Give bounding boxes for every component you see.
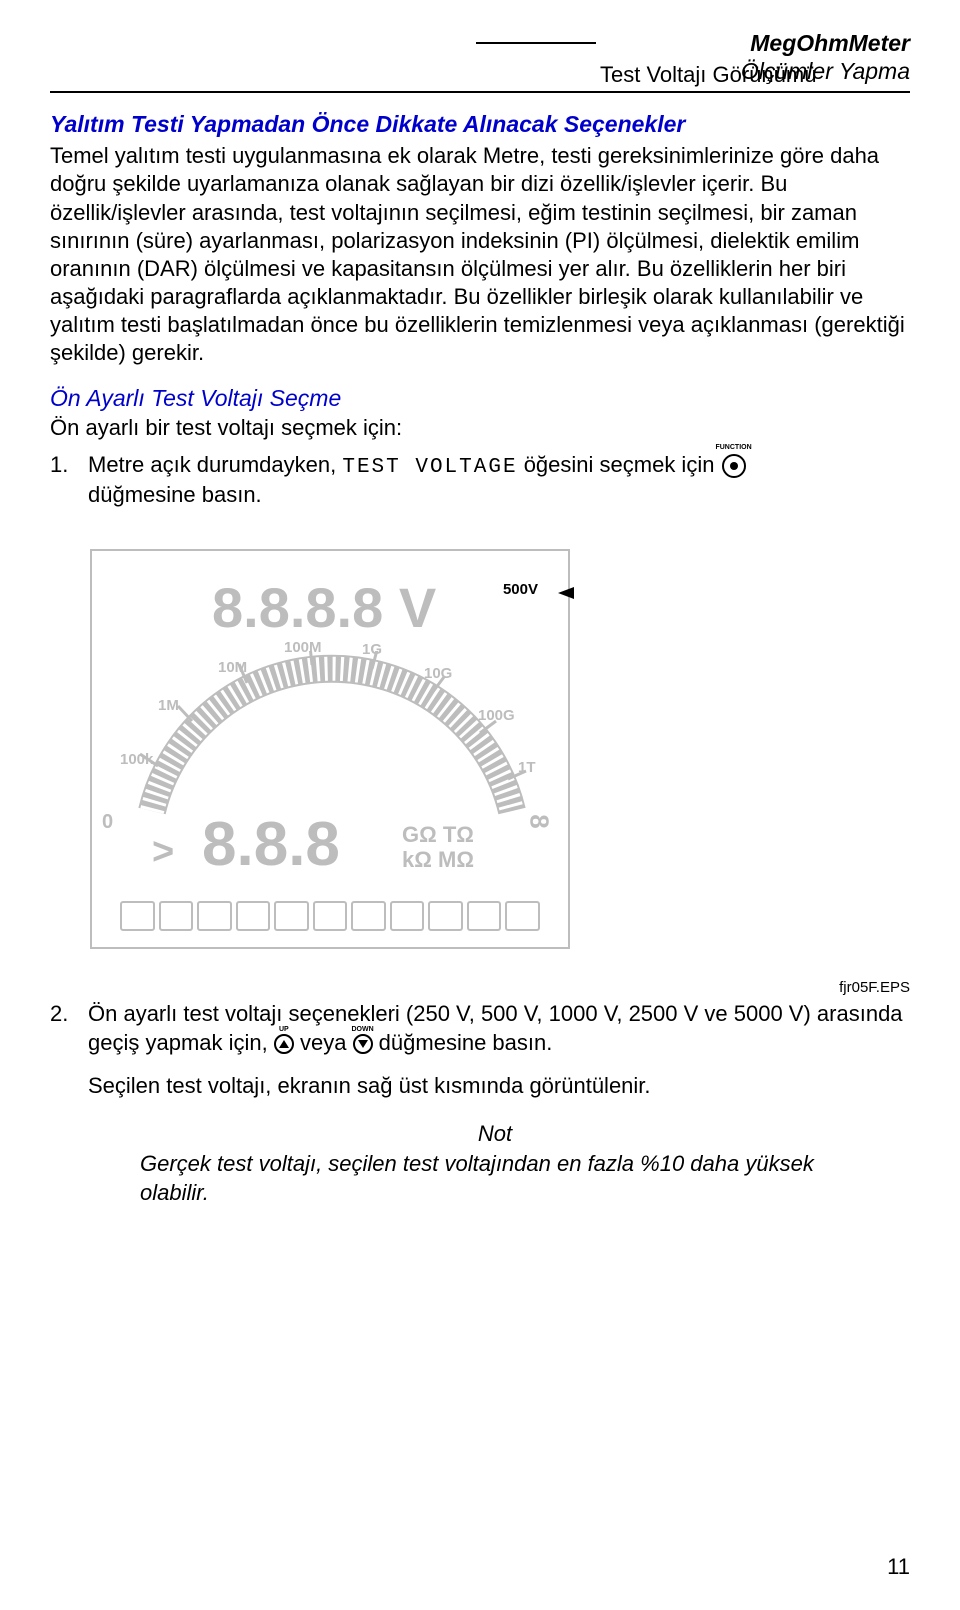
down-button-icon: DOWN <box>353 1034 373 1054</box>
body-paragraph: Temel yalıtım testi uygulanmasına ek ola… <box>50 142 910 367</box>
subsection-intro: Ön ayarlı bir test voltajı seçmek için: <box>50 414 910 442</box>
step-1-mid: öğesini seçmek için <box>518 452 721 477</box>
header-rule <box>50 91 910 93</box>
diagram-big-digits: 8.8.8 <box>202 809 340 880</box>
step-2-text-b: düğmesine basın. <box>373 1030 553 1055</box>
function-label: FUNCTION <box>715 443 751 452</box>
step-2-num: 2. <box>50 1000 88 1100</box>
units-bot: kΩ MΩ <box>402 848 474 872</box>
arc-label-10m: 10M <box>218 659 247 676</box>
arc-label-10g: 10G <box>424 665 452 682</box>
diagram-unit-block: GΩ TΩ kΩ MΩ <box>402 823 474 871</box>
arc-label-1t: 1T <box>518 759 536 776</box>
lcd-diagram-wrap: 8.8.8.8 V 500V 100k 1M 10M <box>90 549 910 949</box>
up-label: UP <box>279 1025 289 1034</box>
step-1-num: 1. <box>50 451 88 510</box>
step-2: 2. Ön ayarlı test voltajı seçenekleri (2… <box>50 1000 910 1100</box>
arc-label-100k: 100k <box>120 751 153 768</box>
test-voltage-lcd-text: TEST VOLTAGE <box>342 456 517 479</box>
up-button-icon: UP <box>274 1034 294 1054</box>
lcd-diagram: 8.8.8.8 V 500V 100k 1M 10M <box>90 549 570 949</box>
note-body: Gerçek test voltajı, seçilen test voltaj… <box>140 1150 850 1206</box>
section-title: Yalıtım Testi Yapmadan Önce Dikkate Alın… <box>50 111 910 138</box>
step-2-line2: Seçilen test voltajı, ekranın sağ üst kı… <box>88 1072 910 1101</box>
down-label: DOWN <box>351 1025 373 1034</box>
step-2-mid: veya <box>294 1030 353 1055</box>
diagram-500v-badge: 500V <box>503 581 538 598</box>
step-2-body: Ön ayarlı test voltajı seçenekleri (250 … <box>88 1000 910 1100</box>
diagram-gt-symbol: > <box>152 831 174 874</box>
arc-label-1m: 1M <box>158 697 179 714</box>
step-1-body: Metre açık durumdayken, TEST VOLTAGE öğe… <box>88 451 910 510</box>
note-title: Not <box>140 1120 850 1148</box>
page-number: 11 <box>887 1554 910 1580</box>
step-1-prefix: Metre açık durumdayken, <box>88 452 342 477</box>
step-1-suffix: düğmesine basın. <box>88 482 262 507</box>
arc-label-100m: 100M <box>284 639 322 656</box>
step-1: 1. Metre açık durumdayken, TEST VOLTAGE … <box>50 451 910 510</box>
eps-filename: fjr05F.EPS <box>50 979 910 996</box>
diagram-bottom-bars <box>120 901 540 931</box>
arc-label-1g: 1G <box>362 641 382 658</box>
diagram-callout-line <box>476 42 596 44</box>
diagram-pointer-arrow <box>558 587 574 599</box>
arc-zero: 0 <box>102 811 113 834</box>
diagram-callout-text: Test Voltajı Görünümü <box>600 62 816 88</box>
subsection-title: Ön Ayarlı Test Voltajı Seçme <box>50 385 910 412</box>
diagram-top-voltage: 8.8.8.8 V <box>212 575 436 640</box>
function-button-icon: FUNCTION <box>721 453 747 479</box>
units-top: GΩ TΩ <box>402 823 474 847</box>
diagram-arc: 100k 1M 10M 100M 1G 10G 100G 1T 0 8 <box>122 651 542 826</box>
arc-infinity: 8 <box>524 815 555 829</box>
arc-label-100g: 100G <box>478 707 515 724</box>
note-block: Not Gerçek test voltajı, seçilen test vo… <box>140 1120 850 1206</box>
